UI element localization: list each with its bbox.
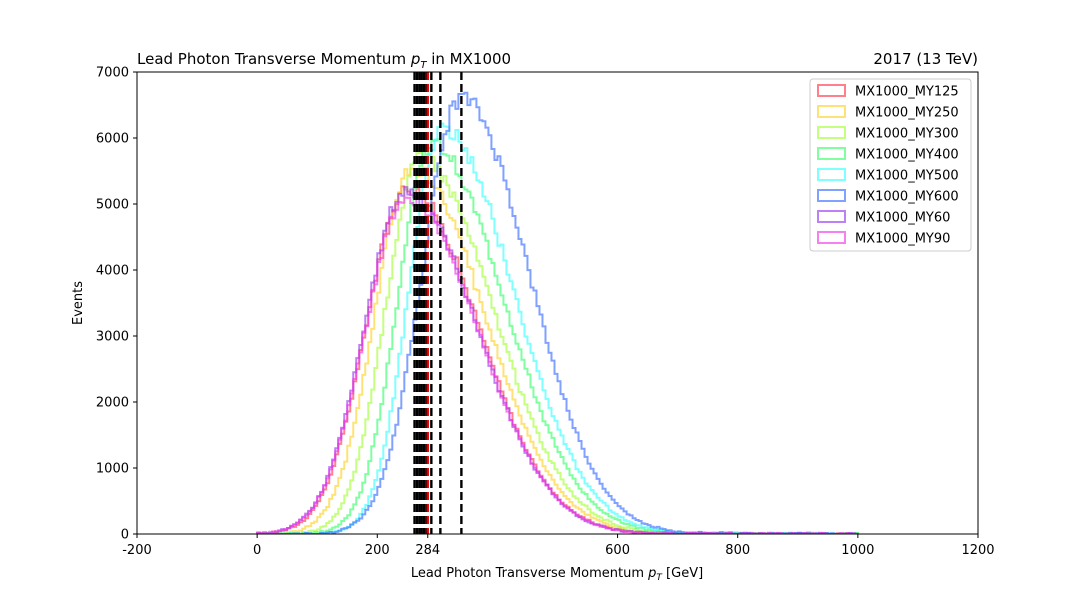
y-tick-label: 0 — [121, 528, 129, 543]
histogram-series-MX1000_MY300 — [262, 151, 858, 534]
x-tick-label: 800 — [725, 543, 750, 558]
x-tick-label: -200 — [122, 543, 152, 558]
plot-frame — [136, 71, 979, 535]
histogram-series-MX1000_MY90 — [256, 196, 858, 534]
x-tick-label: 600 — [605, 543, 630, 558]
histogram-series-MX1000_MY600 — [272, 91, 859, 534]
histogram-series-MX1000_MY500 — [268, 122, 859, 534]
legend-swatch — [817, 105, 846, 118]
y-tick-label: 1000 — [96, 462, 129, 477]
legend-swatch — [817, 147, 846, 160]
x-axis-ticks: -200 0 200 284 600 800 1000 1200 — [122, 534, 995, 558]
x-tick-label: 0 — [253, 543, 261, 558]
y-tick-label: 7000 — [96, 66, 129, 81]
histogram-series-layer — [256, 91, 859, 534]
histogram-series-MX1000_MY60 — [256, 186, 858, 534]
vertical-lines-layer — [413, 72, 463, 534]
x-tick-label: 284 — [415, 543, 440, 558]
legend-label: MX1000_MY125 — [855, 85, 959, 100]
legend-label: MX1000_MY600 — [855, 190, 959, 205]
legend-swatch — [817, 210, 846, 223]
legend-label: MX1000_MY500 — [855, 169, 959, 184]
histogram-series-MX1000_MY250 — [260, 166, 859, 534]
histogram-series-MX1000_MY125 — [256, 185, 859, 534]
legend-label: MX1000_MY250 — [855, 106, 959, 121]
legend-label: MX1000_MY90 — [855, 232, 950, 247]
histogram-series-MX1000_MY400 — [266, 138, 859, 534]
legend: MX1000_MY125 MX1000_MY250 MX1000_MY300 MX10… — [809, 78, 972, 252]
chart-title: Lead Photon Transverse Momentum pT in MX… — [137, 50, 511, 71]
y-tick-label: 6000 — [96, 132, 129, 147]
x-tick-label: 1000 — [841, 543, 874, 558]
y-tick-label: 4000 — [96, 264, 129, 279]
x-tick-label: 1200 — [961, 543, 994, 558]
legend-label: MX1000_MY400 — [855, 148, 959, 163]
y-tick-label: 5000 — [96, 198, 129, 213]
legend-frame — [809, 78, 972, 252]
legend-swatch — [817, 84, 846, 97]
legend-label: MX1000_MY300 — [855, 127, 959, 142]
y-tick-label: 3000 — [96, 330, 129, 345]
y-axis-label: Events — [71, 281, 86, 325]
legend-label: MX1000_MY60 — [855, 211, 950, 226]
y-tick-label: 2000 — [96, 396, 129, 411]
y-axis-ticks: 0 1000 2000 3000 4000 5000 6000 7000 — [96, 66, 137, 543]
chart-right-title: 2017 (13 TeV) — [873, 50, 978, 68]
x-tick-label: 200 — [365, 543, 390, 558]
legend-swatch — [817, 126, 846, 139]
x-axis-label: Lead Photon Transverse Momentum pT [GeV] — [411, 566, 703, 583]
legend-swatch — [817, 231, 846, 244]
legend-swatch — [817, 189, 846, 202]
legend-swatch — [817, 168, 846, 181]
